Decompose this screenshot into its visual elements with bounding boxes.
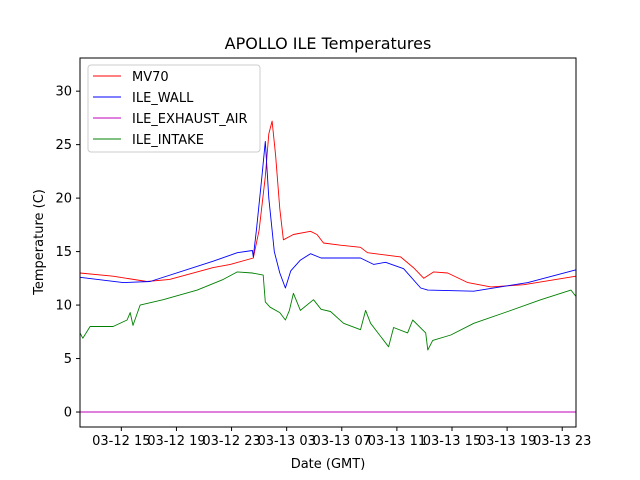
x-tick-label: 03-12 19 — [147, 434, 205, 449]
legend-label: MV70 — [132, 70, 169, 85]
legend-label: ILE_EXHAUST_AIR — [132, 112, 248, 127]
y-tick-label: 5 — [64, 352, 72, 367]
x-tick-label: 03-13 19 — [478, 434, 536, 449]
x-axis-label: Date (GMT) — [291, 457, 366, 472]
x-tick-label: 03-13 03 — [257, 434, 315, 449]
axes-frame — [79, 57, 577, 428]
chart-title: APOLLO ILE Temperatures — [225, 34, 432, 53]
series-line-ile-wall — [79, 140, 577, 292]
y-tick-label: 20 — [55, 192, 72, 207]
x-tick-label: 03-13 23 — [533, 434, 591, 449]
x-tick-label: 03-13 11 — [368, 434, 426, 449]
plot-area — [79, 120, 577, 413]
series-line-mv70 — [79, 120, 577, 288]
x-tick-label: 03-12 15 — [92, 434, 150, 449]
x-tick-label: 03-13 07 — [313, 434, 371, 449]
legend-box — [87, 64, 261, 153]
y-axis-label: Temperature (C) — [32, 189, 47, 296]
y-tick-label: 25 — [55, 138, 72, 153]
y-tick-label: 10 — [55, 299, 72, 314]
y-tick-label: 0 — [64, 406, 72, 421]
legend-label: ILE_WALL — [132, 91, 194, 106]
y-tick-label: 15 — [55, 245, 72, 260]
series-line-ile-intake — [79, 271, 577, 351]
legend-label: ILE_INTAKE — [132, 133, 204, 148]
legend: MV70 ILE_WALL ILE_EXHAUST_AIR ILE_INTAKE — [87, 64, 261, 153]
x-tick-label: 03-12 23 — [202, 434, 260, 449]
y-tick-label: 30 — [55, 85, 72, 100]
x-tick-label: 03-13 15 — [423, 434, 481, 449]
